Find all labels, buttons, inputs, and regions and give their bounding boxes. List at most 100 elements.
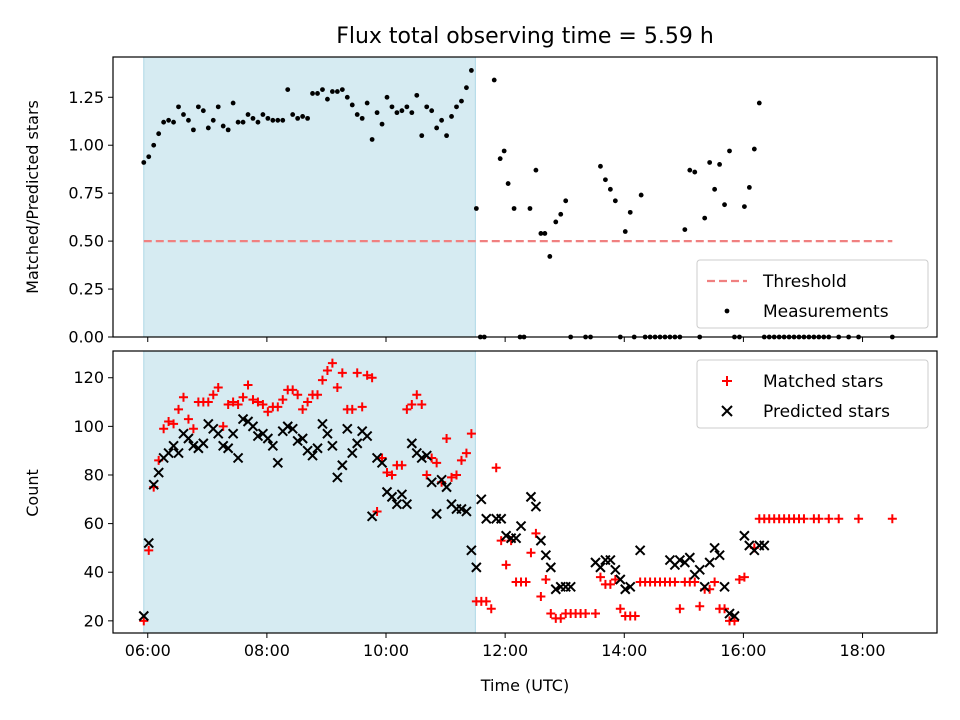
predicted-stars-point — [704, 557, 715, 568]
matched-stars-point — [263, 407, 273, 417]
matched-stars-point — [238, 392, 248, 402]
measurement-point — [404, 104, 410, 110]
y-tick-label: 120 — [73, 368, 104, 387]
predicted-stars-point — [143, 537, 154, 549]
measurement-point — [195, 104, 201, 110]
matched-stars-point — [402, 404, 412, 414]
measurement-point — [374, 110, 380, 116]
matched-stars-point — [228, 397, 238, 407]
x-tick-label: 06:00 — [125, 641, 171, 660]
measurement-point — [181, 112, 186, 117]
measurement-point — [692, 169, 698, 175]
predicted-stars-point — [426, 477, 437, 488]
predicted-stars-point — [495, 513, 507, 524]
matched-stars-point — [213, 382, 223, 392]
measurement-point — [349, 102, 355, 108]
predicted-stars-point — [396, 489, 408, 500]
matched-stars-point — [352, 368, 362, 378]
matched-stars-point — [605, 579, 615, 589]
y-tick-label: 40 — [84, 563, 104, 582]
predicted-stars-point — [515, 520, 527, 532]
measurement-point — [166, 117, 171, 123]
matched-stars-point — [362, 370, 372, 380]
predicted-stars-point — [530, 501, 542, 512]
matched-stars-point — [223, 399, 233, 409]
measurement-point — [542, 231, 548, 236]
measurement-point — [638, 192, 644, 198]
measurement-point — [310, 91, 315, 96]
measurement-point — [225, 127, 231, 133]
predicted-stars-point — [540, 549, 552, 561]
measurement-point — [186, 117, 191, 123]
y-tick-label: 0.75 — [68, 184, 104, 203]
matched-stars-point — [407, 399, 417, 409]
measurement-point — [538, 231, 544, 236]
predicted-stars-point — [719, 581, 730, 593]
matched-stars-point — [164, 417, 174, 426]
measurement-point — [320, 87, 325, 93]
predicted-stars-point — [183, 433, 194, 444]
predicted-stars-point — [312, 443, 323, 454]
predicted-stars-point — [322, 428, 333, 439]
y-tick-label: 20 — [84, 611, 104, 630]
legend: Matched stars Predicted stars — [696, 359, 929, 429]
y-tick-label: 80 — [84, 465, 104, 484]
measurement-point — [454, 104, 459, 110]
predicted-stars-point — [401, 498, 413, 510]
measurement-point — [712, 186, 718, 192]
measurement-point — [598, 163, 603, 169]
predicted-stars-point — [421, 450, 432, 461]
measurement-point — [379, 121, 385, 127]
legend-box — [696, 259, 929, 329]
measurement-point — [429, 108, 435, 114]
x-tick-label: 12:00 — [482, 641, 528, 660]
matched-stars-point — [710, 577, 720, 587]
predicted-stars-point — [535, 535, 547, 546]
measurement-point — [449, 114, 454, 119]
measurement-point — [409, 110, 415, 116]
measurement-point — [603, 177, 608, 183]
matched-stars-point — [357, 402, 367, 412]
matched-stars-point — [178, 392, 188, 402]
matched-stars-point — [595, 572, 605, 582]
predicted-stars-point — [684, 552, 696, 563]
matched-stars-point — [139, 616, 149, 626]
y-tick-label: 60 — [84, 514, 104, 533]
matched-stars-point — [496, 536, 506, 546]
predicted-stars-point — [352, 438, 363, 449]
measurement-point — [270, 117, 276, 123]
matched-stars-point — [799, 514, 809, 524]
measurement-point — [215, 104, 221, 110]
matched-stars-point — [273, 402, 283, 412]
predicted-stars-point — [198, 438, 209, 449]
measurement-point — [290, 112, 296, 117]
measurement-point — [250, 115, 256, 121]
measurement-point — [230, 100, 236, 106]
predicted-stars-point — [213, 428, 224, 439]
predicted-stars-point — [634, 545, 646, 556]
measurement-point — [468, 68, 474, 73]
predicted-stars-point — [272, 457, 284, 469]
predicted-stars-point — [436, 474, 447, 486]
measurement-point — [275, 117, 281, 123]
measurement-point — [558, 211, 564, 217]
measurement-point — [501, 148, 507, 154]
series-matched-stars — [139, 358, 897, 626]
measurement-point — [742, 204, 747, 209]
matched-stars-point — [387, 470, 397, 480]
matched-stars-point — [377, 453, 387, 463]
matched-stars-point — [313, 390, 323, 400]
measurement-point — [607, 186, 613, 192]
measurement-point — [563, 198, 569, 204]
predicted-stars-point — [332, 472, 343, 483]
predicted-stars-point — [471, 562, 482, 573]
measurement-point — [687, 167, 693, 173]
legend-box — [696, 359, 929, 429]
measurement-point — [727, 148, 732, 154]
predicted-stars-point — [694, 564, 705, 576]
predicted-stars-point — [615, 574, 626, 585]
matched-stars-point — [432, 458, 442, 468]
measurement-point — [280, 117, 286, 123]
predicted-stars-point — [466, 545, 477, 556]
y-tick-label: 1.00 — [68, 136, 104, 155]
